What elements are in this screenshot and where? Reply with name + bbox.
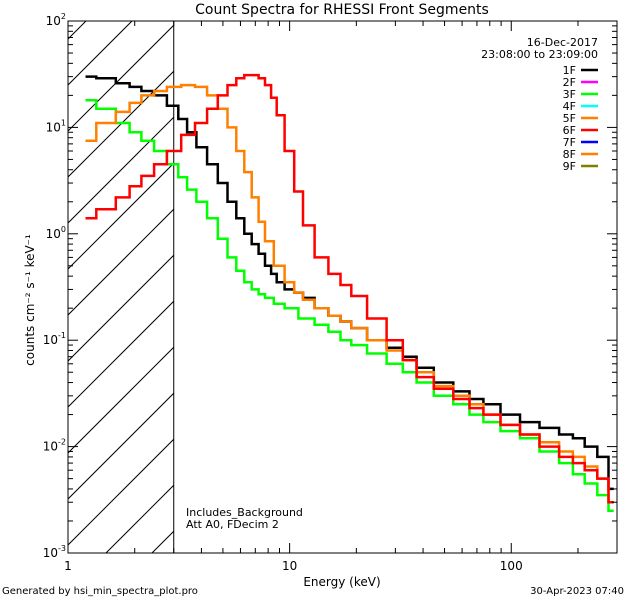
x-tick-label-10: 10: [282, 559, 297, 573]
legend-label-8F: 8F: [563, 148, 576, 161]
hatch-line-4: [68, 70, 174, 178]
y-tick-label-2: 102: [46, 12, 66, 28]
hatch-line-12: [68, 438, 174, 546]
series-line-6F: [85, 73, 614, 504]
y-tick-label-1: 101: [46, 118, 66, 134]
y-tick-label--1: 10-1: [43, 331, 66, 347]
legend-label-9F: 9F: [563, 160, 576, 173]
hatch-line-3: [68, 24, 174, 132]
footer-timestamp: 30-Apr-2023 07:40: [530, 586, 624, 597]
hatch-line-11: [68, 392, 174, 500]
chart-title: Count Spectra for RHESSI Front Segments: [195, 2, 489, 18]
series-line-3F: [85, 98, 614, 512]
axes-layer: 1 10 100 10-3 10-2 10-1 100 101 102: [43, 12, 618, 573]
x-tick-label-1: 1: [64, 559, 72, 573]
legend-label-6F: 6F: [563, 124, 576, 137]
plot-frame: [67, 20, 618, 554]
y-tick-label--2: 10-2: [43, 438, 66, 454]
hatch-line-2: [68, 21, 133, 86]
legend-label-7F: 7F: [563, 136, 576, 149]
series-line-1F: [85, 75, 614, 491]
series-layer: [85, 73, 614, 512]
hatch-line-6: [68, 162, 174, 270]
hatch-line-5: [68, 116, 174, 224]
x-axis-label: Energy (keV): [303, 575, 380, 589]
legend-label-5F: 5F: [563, 112, 576, 125]
x-tick-label-100: 100: [500, 559, 523, 573]
legend-label-2F: 2F: [563, 76, 576, 89]
hatch-line-13: [105, 484, 174, 553]
legend-label-1F: 1F: [563, 64, 576, 77]
legend-label-3F: 3F: [563, 88, 576, 101]
y-tick-label-0: 100: [46, 225, 66, 241]
note-background: Includes_Background: [186, 506, 303, 519]
legend-label-4F: 4F: [563, 100, 576, 113]
y-axis-label: counts cm⁻² s⁻¹ keV⁻¹: [23, 234, 37, 366]
footer-generated-by: Generated by hsi_min_spectra_plot.pro: [2, 586, 198, 597]
hatch-line-8: [68, 254, 174, 362]
hatch-line-1: [68, 21, 87, 40]
chart-time-range: 23:08:00 to 23:09:00: [481, 48, 598, 61]
note-attenuator: Att A0, FDecim 2: [186, 518, 279, 531]
chart-date: 16-Dec-2017: [527, 36, 598, 49]
excluded-energy-hatch: [68, 21, 174, 553]
hatch-line-7: [68, 208, 174, 316]
hatch-line-10: [68, 346, 174, 454]
y-tick-label--3: 10-3: [43, 544, 66, 560]
series-line-8F: [85, 83, 614, 504]
